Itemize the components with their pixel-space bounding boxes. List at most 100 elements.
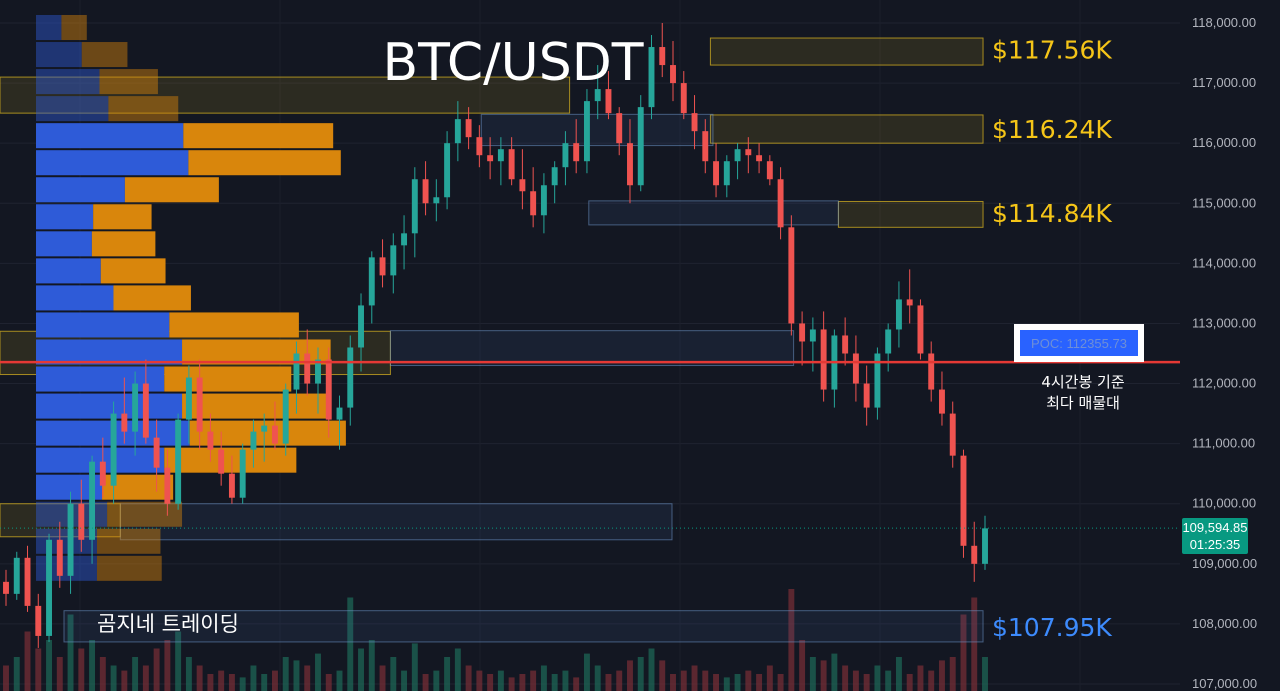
candle-body xyxy=(508,149,515,180)
volume-profile-buy xyxy=(36,42,82,68)
candle-body xyxy=(132,383,139,432)
candle-body xyxy=(422,179,429,204)
candle-body xyxy=(583,101,590,162)
volume-profile-buy xyxy=(36,123,184,149)
volume-bar xyxy=(3,665,9,691)
volume-profile-buy xyxy=(36,150,189,176)
volume-profile-sell xyxy=(100,258,166,284)
volume-bar xyxy=(282,657,289,691)
volume-profile-buy xyxy=(36,285,114,311)
volume-bar xyxy=(78,648,85,691)
candle-body xyxy=(293,353,300,390)
volume-profile-buy xyxy=(36,231,92,257)
volume-bar xyxy=(175,631,182,691)
volume-bar xyxy=(185,657,192,691)
poc-note-line2: 최다 매물대 xyxy=(1046,394,1120,412)
candle-body xyxy=(121,413,128,432)
volume-bar xyxy=(164,640,171,691)
y-tick-label: 108,000.00 xyxy=(1192,616,1257,631)
volume-bar xyxy=(852,670,859,691)
candle-body xyxy=(444,143,451,198)
volume-profile-sell xyxy=(124,177,219,203)
candle-body xyxy=(551,167,558,186)
volume-bar xyxy=(594,665,601,691)
candle-body xyxy=(616,113,623,144)
candle-body xyxy=(497,149,504,162)
volume-bar xyxy=(971,597,978,691)
y-tick-label: 109,000.00 xyxy=(1192,556,1257,571)
volume-profile-sell xyxy=(107,501,183,527)
volume-bar xyxy=(218,670,225,691)
current-price-tag: 109,594.85 01:25:35 xyxy=(1182,518,1248,554)
candle-body xyxy=(982,528,988,564)
volume-bar xyxy=(336,670,343,691)
candle-body xyxy=(713,161,720,186)
volume-bar xyxy=(756,674,763,691)
candle-body xyxy=(304,353,311,384)
candle-body xyxy=(928,353,935,390)
volume-profile-sell xyxy=(91,231,156,257)
candle-body xyxy=(766,161,773,180)
candle-body xyxy=(164,467,171,504)
yellow-zone xyxy=(709,114,984,144)
volume-profile-sell xyxy=(189,420,346,446)
volume-bar xyxy=(261,674,268,691)
volume-profile-sell xyxy=(81,42,128,68)
candle-body xyxy=(723,161,730,186)
candle-body xyxy=(594,89,601,102)
volume-profile-sell xyxy=(99,69,158,95)
volume-bar xyxy=(293,660,300,691)
y-tick-label: 111,000.00 xyxy=(1192,436,1255,451)
candle-body xyxy=(207,431,214,450)
volume-profile-buy xyxy=(36,366,165,392)
candle-body xyxy=(46,539,52,636)
volume-bar xyxy=(540,665,547,691)
volume-profile-sell xyxy=(113,285,191,311)
candle-body xyxy=(863,383,870,408)
candle-body xyxy=(315,359,321,384)
volume-bar xyxy=(508,677,515,691)
poc-box: POC: 112355.73 xyxy=(1014,324,1144,362)
volume-profile-sell xyxy=(164,447,297,473)
volume-bar xyxy=(379,665,386,691)
volume-bar xyxy=(605,674,612,691)
volume-bar xyxy=(142,665,149,691)
y-tick-label: 118,000.00 xyxy=(1192,15,1256,30)
candle-body xyxy=(777,179,784,228)
candle-body xyxy=(788,227,795,324)
volume-bar xyxy=(411,643,418,691)
blue-zone xyxy=(389,330,795,367)
volume-bar xyxy=(153,648,160,691)
volume-profile-sell xyxy=(61,14,87,41)
volume-bar xyxy=(401,670,408,691)
candle-body xyxy=(820,329,827,390)
volume-bar xyxy=(982,657,988,691)
volume-profile-buy xyxy=(36,177,125,203)
y-tick-label: 117,000.00 xyxy=(1192,75,1256,90)
candle-body xyxy=(261,425,268,432)
volume-bar xyxy=(831,653,838,691)
volume-bar xyxy=(562,670,569,691)
volume-bar xyxy=(35,648,42,691)
candle-body xyxy=(282,389,289,444)
chart-title: BTC/USDT xyxy=(382,33,643,93)
volume-bar xyxy=(325,674,332,691)
volume-bar xyxy=(917,665,924,691)
candle-body xyxy=(562,143,569,168)
volume-bar xyxy=(487,674,494,691)
candle-body xyxy=(99,461,106,486)
volume-profile-buy xyxy=(36,312,170,338)
volume-bar xyxy=(583,653,590,691)
volume-bar xyxy=(89,640,96,691)
volume-bar xyxy=(863,674,870,691)
y-tick-label: 115,000.00 xyxy=(1192,195,1256,210)
candle-body xyxy=(336,407,343,420)
volume-profile-sell xyxy=(182,393,329,419)
candle-body xyxy=(734,149,741,162)
volume-profile-buy xyxy=(36,555,97,581)
y-tick-label: 107,000.00 xyxy=(1192,676,1257,691)
candle-body xyxy=(368,257,375,306)
volume-bar xyxy=(842,665,849,691)
candle-body xyxy=(540,185,547,216)
